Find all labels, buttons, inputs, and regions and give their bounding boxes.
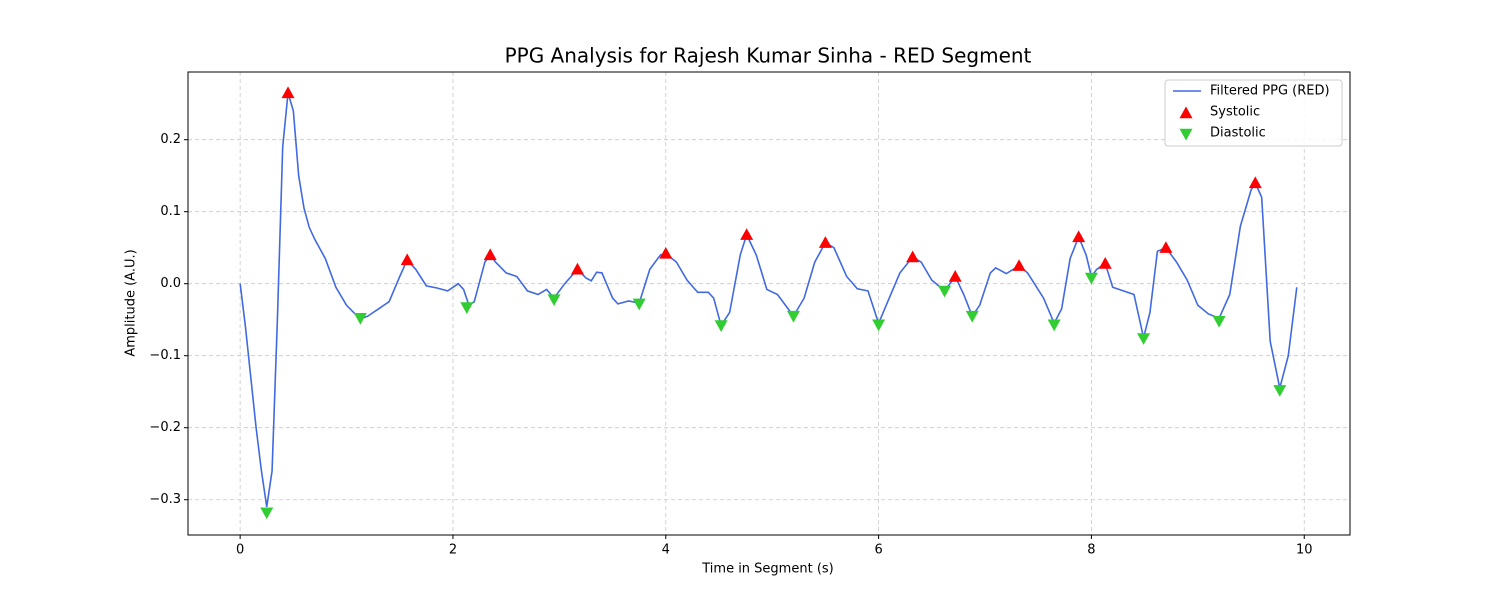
systolic-marker [1248,176,1262,189]
legend-label: Diastolic [1210,126,1266,141]
diastolic-marker [1084,272,1098,285]
x-tick-label: 6 [874,543,882,558]
legend-box [1164,79,1343,147]
diastolic-marker [632,298,646,311]
diastolic-marker [938,285,952,298]
systolic-marker [281,86,295,99]
systolic-marker [483,248,497,261]
systolic-marker [1072,230,1086,243]
y-tick-label: −0.1 [149,348,181,363]
y-tick-label: 0.0 [160,276,181,291]
y-axis-label: Amplitude (A.U.) [124,249,139,356]
x-tick-label: 0 [236,543,244,558]
y-tick-label: −0.2 [149,420,181,435]
systolic-marker [570,262,584,275]
legend-label: Filtered PPG (RED) [1210,84,1330,99]
systolic-marker [1012,259,1026,271]
y-tick-label: −0.3 [149,492,181,507]
systolic-marker [1098,257,1112,269]
x-tick-label: 10 [1296,543,1313,558]
systolic-marker [400,253,414,266]
y-tick-label: 0.2 [160,132,181,147]
diastolic-marker [965,310,979,323]
x-tick-label: 4 [662,543,670,558]
systolic-marker [740,228,754,240]
diastolic-marker [460,302,474,314]
systolic-marker [818,236,832,248]
diastolic-marker [1273,385,1287,397]
systolic-marker [906,250,920,263]
ppg-line [239,92,1298,508]
legend-swatch [1179,106,1193,119]
diastolic-marker [260,507,274,520]
systolic-marker [948,269,962,282]
y-tick-label: 0.1 [160,204,181,219]
diastolic-marker [1212,315,1226,328]
diastolic-marker [1047,319,1061,332]
diastolic-marker [714,320,728,332]
legend-label: Systolic [1210,105,1260,120]
diastolic-marker [872,319,886,332]
x-tick-label: 2 [449,543,457,558]
diastolic-marker [547,294,561,307]
plot-frame [187,71,1351,536]
chart-title: PPG Analysis for Rajesh Kumar Sinha - RE… [505,44,1032,68]
legend-swatch [1179,128,1193,141]
x-axis-label: Time in Segment (s) [701,562,833,577]
systolic-marker [1159,241,1173,253]
diastolic-marker [1137,333,1151,345]
diastolic-marker [353,313,367,325]
systolic-marker [659,246,673,259]
x-tick-label: 8 [1087,543,1095,558]
diastolic-marker [786,310,800,323]
